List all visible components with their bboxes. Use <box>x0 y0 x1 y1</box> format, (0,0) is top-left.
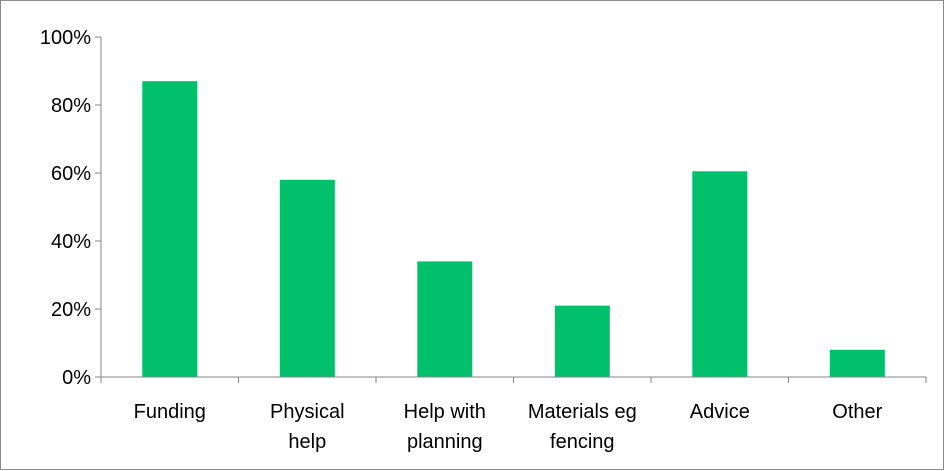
bar-1 <box>279 179 335 377</box>
x-category-label-line: planning <box>407 431 483 453</box>
x-category-label-line: Funding <box>134 401 206 423</box>
x-category-label-3: Materials eg fencing <box>528 401 637 453</box>
bar-4 <box>692 171 748 377</box>
y-tick-label-3: 60% <box>51 163 91 185</box>
x-category-label-5: Other <box>832 401 882 423</box>
bar-2 <box>417 261 473 377</box>
x-category-label-line: Help with <box>404 401 486 423</box>
x-category-label-line: Advice <box>690 401 750 423</box>
y-tick-label-0: 0% <box>62 367 91 389</box>
x-category-label-0: Funding <box>134 401 206 423</box>
axes-group <box>95 36 927 383</box>
x-category-label-1: Physical help <box>270 401 344 453</box>
x-category-label-line: Other <box>832 401 882 423</box>
x-category-label-line: Physical <box>270 401 344 423</box>
labels-group: 0% 20% 40% 60% 80% 100% Funding Physical help Hel… <box>40 27 883 453</box>
bar-5 <box>829 349 885 377</box>
y-tick-label-1: 20% <box>51 299 91 321</box>
y-tick-label-4: 80% <box>51 95 91 117</box>
x-category-label-4: Advice <box>690 401 750 423</box>
y-tick-label-2: 40% <box>51 231 91 253</box>
x-category-label-line: Materials eg <box>528 401 637 423</box>
x-category-label-line: help <box>288 431 326 453</box>
bar-0 <box>142 81 198 377</box>
x-category-label-line: fencing <box>550 431 615 453</box>
bar-3 <box>554 305 610 377</box>
x-category-label-2: Help with planning <box>404 401 486 453</box>
bars-group <box>142 81 885 377</box>
y-tick-label-5: 100% <box>40 27 91 49</box>
